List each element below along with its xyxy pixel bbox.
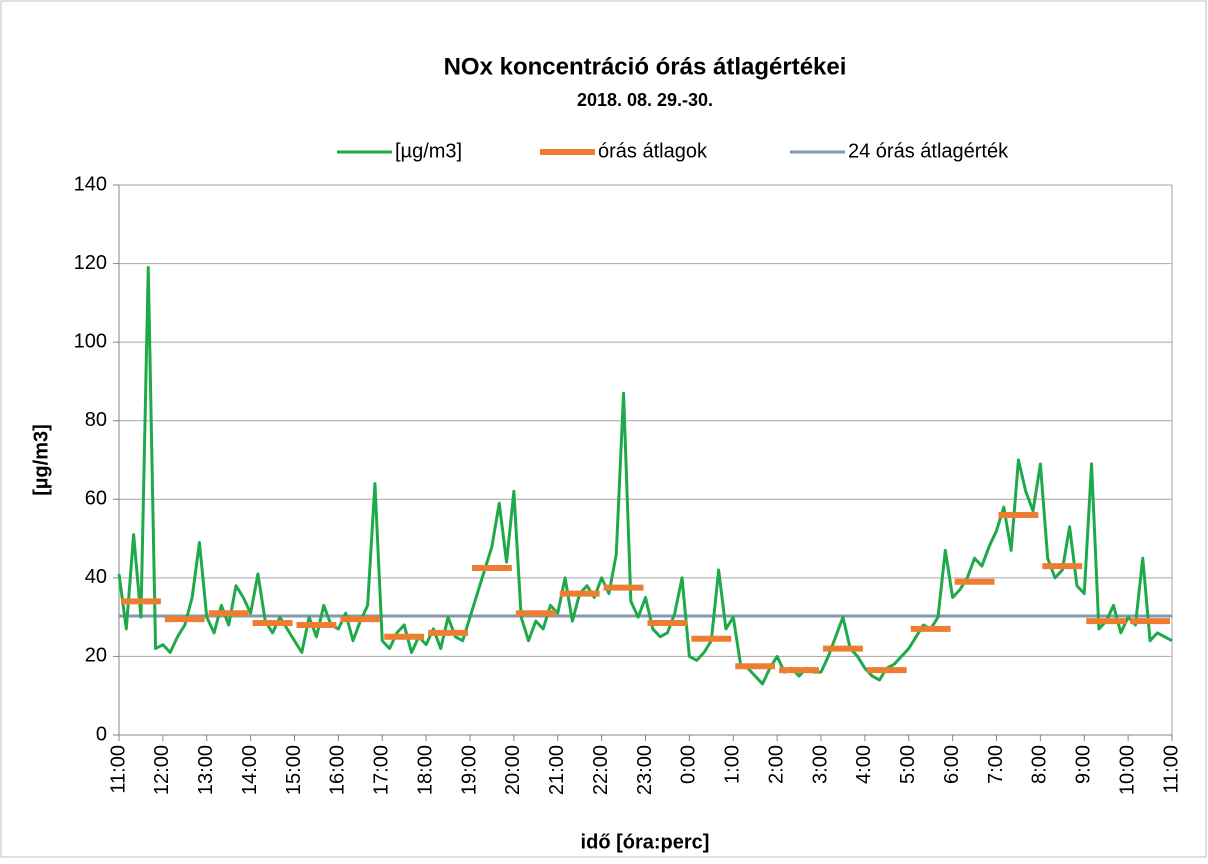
x-tick-label: 22:00 [590,745,612,795]
x-tick-label: 15:00 [283,745,305,795]
x-tick-label: 10:00 [1116,745,1138,795]
x-tick-label: 0:00 [678,745,700,784]
x-tick-label: 13:00 [195,745,217,795]
x-tick-label: 14:00 [239,745,261,795]
x-tick-label: 12:00 [151,745,173,795]
legend-label: órás átlagok [598,140,708,162]
x-tick-label: 2:00 [765,745,787,784]
y-axis-title: [µg/m3] [30,424,52,496]
y-tick-label: 80 [85,409,107,431]
x-tick-label: 16:00 [327,745,349,795]
y-tick-label: 100 [74,330,107,352]
x-tick-label: 9:00 [1073,745,1095,784]
chart-title: NOx koncentráció órás átlagértékei [444,53,847,80]
legend-label: [µg/m3] [395,140,462,162]
y-tick-label: 60 [85,488,107,510]
x-tick-label: 4:00 [853,745,875,784]
x-tick-label: 8:00 [1029,745,1051,784]
x-tick-label: 23:00 [634,745,656,795]
y-tick-label: 120 [74,252,107,274]
data-line [117,266,1173,686]
y-tick-label: 0 [96,723,107,745]
y-tick-label: 20 [85,645,107,667]
x-tick-label: 17:00 [371,745,393,795]
x-tick-label: 19:00 [458,745,480,795]
x-tick-label: 20:00 [502,745,524,795]
y-tick-label: 40 [85,566,107,588]
x-tick-label: 6:00 [941,745,963,784]
x-tick-label: 1:00 [722,745,744,784]
x-tick-label: 7:00 [985,745,1007,784]
x-tick-label: 18:00 [414,745,436,795]
x-tick-label: 5:00 [897,745,919,784]
x-tick-label: 11:00 [107,745,129,794]
x-tick-label: 3:00 [809,745,831,784]
x-axis-title: idő [óra:perc] [581,831,710,853]
legend-label: 24 órás átlagérték [848,140,1009,162]
x-tick-label: 21:00 [546,745,568,795]
x-tick-label: 11:00 [1160,745,1182,794]
y-tick-label: 140 [74,173,107,195]
chart-subtitle: 2018. 08. 29.-30. [577,90,713,110]
